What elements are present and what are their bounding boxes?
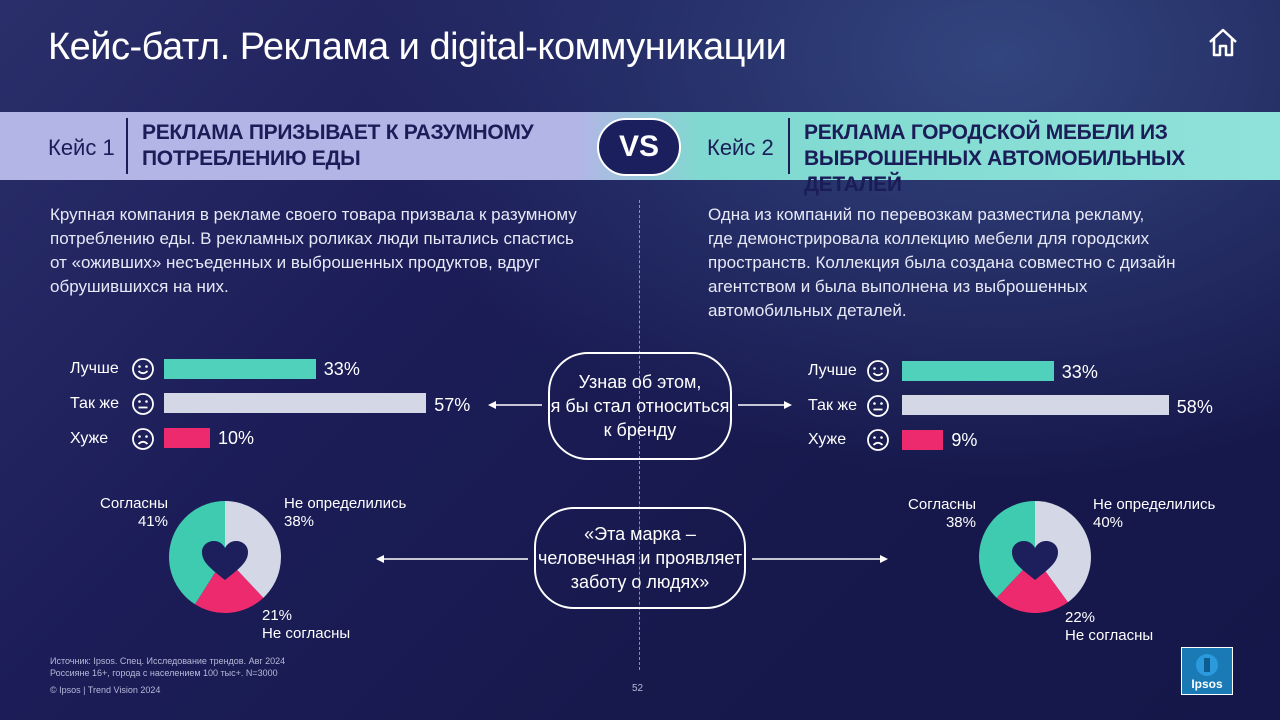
bubble-line: к бренду <box>603 420 677 440</box>
pie-slice-disagree <box>996 557 1068 613</box>
case2-title-line2: ВЫБРОШЕННЫХ АВТОМОБИЛЬНЫХ ДЕТАЛЕЙ <box>804 147 1185 196</box>
case2-desc-line: Одна из компаний по перевозкам разместил… <box>708 205 1145 224</box>
pie-label-disagree-value: 21% <box>262 607 293 624</box>
pie-label-agree-name: Согласны <box>100 495 168 512</box>
logo-text: Ipsos <box>1191 677 1223 691</box>
pie-label-agree: Согласны 38% <box>896 496 976 532</box>
heart-icon <box>1012 541 1058 580</box>
bubble-line: «Эта марка – <box>584 524 696 544</box>
bar-better <box>164 359 316 379</box>
pie-label-disagree-name: Не согласны <box>262 625 351 642</box>
bar-same <box>164 393 427 413</box>
pie-slice-agree <box>979 501 1035 598</box>
bubble-line: человечная и проявляет <box>538 548 742 568</box>
case1-label: Кейс 1 <box>48 135 115 160</box>
case2-desc-line: агентством и была выполнена из выброшенн… <box>708 277 1088 296</box>
pie-slice-disagree <box>194 557 264 613</box>
bar-label-same: Так же <box>808 397 857 414</box>
case2-desc-line: где демонстрировала коллекцию мебели для… <box>708 229 1150 248</box>
case1-title-line2: ПОТРЕБЛЕНИЮ ЕДЫ <box>142 147 361 170</box>
vs-badge: VS <box>597 118 681 176</box>
left-arrowhead-icon <box>488 401 496 409</box>
bubble-line: Узнав об этом, <box>578 372 702 392</box>
bar-worse <box>902 430 944 450</box>
pie-label-agree-value: 41% <box>137 513 168 530</box>
human-brand-bubble: «Эта марка – человечная и проявляет забо… <box>534 507 746 609</box>
case2-desc-line: пространств. Коллекция была создана совм… <box>708 253 1176 272</box>
happy-face-icon <box>132 358 154 380</box>
source-note: Источник: Ipsos. Спец. Исследование трен… <box>50 655 285 696</box>
pie-label-undecided-name: Не определились <box>1093 496 1216 513</box>
copyright-line: © Ipsos | Trend Vision 2024 <box>50 685 161 695</box>
case1-divider <box>126 118 128 174</box>
pie-label-undecided-value: 40% <box>1093 514 1124 531</box>
case2-title: РЕКЛАМА ГОРОДСКОЙ МЕБЕЛИ ИЗ ВЫБРОШЕННЫХ … <box>804 120 1280 198</box>
bubble-line: я бы стал относиться <box>550 396 730 416</box>
logo-mark-icon <box>1196 654 1218 676</box>
sad-face-icon <box>867 429 889 451</box>
ipsos-logo: Ipsos <box>1181 647 1233 695</box>
case2-description: Одна из компаний по перевозкам разместил… <box>708 203 1175 323</box>
bar-value-better: 33% <box>1061 362 1098 382</box>
pie-label-agree-value: 38% <box>945 514 976 531</box>
source-line: Россияне 16+, города с населением 100 ты… <box>50 668 278 678</box>
pie-slice-agree <box>169 501 225 605</box>
attitude-question-bubble: Узнав об этом, я бы стал относиться к бр… <box>548 352 732 460</box>
case2-label: Кейс 2 <box>707 135 774 160</box>
bar-value-worse: 9% <box>951 430 978 450</box>
case2-divider <box>788 118 790 174</box>
bar-same <box>902 395 1169 415</box>
case1-desc-line: потреблению еды. В рекламных роликах люд… <box>50 229 574 248</box>
bar-label-worse: Хуже <box>70 430 109 447</box>
bubble-line: заботу о людях» <box>570 572 710 592</box>
case2-title-line1: РЕКЛАМА ГОРОДСКОЙ МЕБЕЛИ ИЗ <box>804 121 1168 144</box>
pie-label-disagree-value: 22% <box>1065 609 1096 626</box>
bar-value-same: 58% <box>1176 397 1213 417</box>
right-arrowhead-icon <box>784 401 792 409</box>
bar-label-worse: Хуже <box>808 431 847 448</box>
source-line: Источник: Ipsos. Спец. Исследование трен… <box>50 656 286 666</box>
case1-description: Крупная компания в рекламе своего товара… <box>50 203 577 299</box>
case1-title-line1: РЕКЛАМА ПРИЗЫВАЕТ К РАЗУМНОМУ <box>142 121 534 144</box>
case2-desc-line: автомобильных деталей. <box>708 301 907 320</box>
page-number: 52 <box>632 683 644 694</box>
pie-label-agree-name: Согласны <box>908 496 976 513</box>
pie-label-disagree-name: Не согласны <box>1065 627 1154 644</box>
pie-slice-undecided <box>225 501 281 598</box>
left-arrowhead-icon <box>376 555 384 563</box>
pie-label-undecided-name: Не определились <box>284 495 407 512</box>
heart-icon <box>202 541 248 580</box>
pie-label-undecided: Не определились 38% <box>284 495 406 531</box>
pie-chart-case2 <box>979 501 1091 613</box>
bar-label-better: Лучше <box>70 360 119 377</box>
bar-better <box>902 361 1054 381</box>
home-icon[interactable] <box>1206 26 1240 60</box>
sad-face-icon <box>132 428 154 450</box>
bar-worse <box>164 428 210 448</box>
bar-label-better: Лучше <box>808 362 857 379</box>
pie-label-disagree: 21% Не согласны <box>262 607 350 643</box>
pie-label-disagree: 22% Не согласны <box>1065 609 1153 645</box>
pie-label-undecided: Не определились 40% <box>1093 496 1215 532</box>
page-title: Кейс-батл. Реклама и digital-коммуникаци… <box>48 26 787 68</box>
happy-face-icon <box>867 360 889 382</box>
right-arrowhead-icon <box>880 555 888 563</box>
case1-desc-line: обрушившихся на них. <box>50 277 229 296</box>
case1-title: РЕКЛАМА ПРИЗЫВАЕТ К РАЗУМНОМУ ПОТРЕБЛЕНИ… <box>142 120 534 172</box>
pie-chart-case1 <box>169 501 281 613</box>
bar-label-same: Так же <box>70 395 119 412</box>
neutral-face-icon <box>867 395 889 417</box>
case1-desc-line: Крупная компания в рекламе своего товара… <box>50 205 577 224</box>
case1-desc-line: от «оживших» несъеденных и выброшенных п… <box>50 253 541 272</box>
bar-value-same: 57% <box>434 395 471 415</box>
pie-label-undecided-value: 38% <box>284 513 315 530</box>
neutral-face-icon <box>132 393 154 415</box>
bar-value-worse: 10% <box>218 428 255 448</box>
pie-label-agree: Согласны 41% <box>100 495 168 531</box>
center-divider <box>639 200 640 670</box>
bar-value-better: 33% <box>323 359 360 379</box>
pie-slice-undecided <box>1035 501 1091 603</box>
